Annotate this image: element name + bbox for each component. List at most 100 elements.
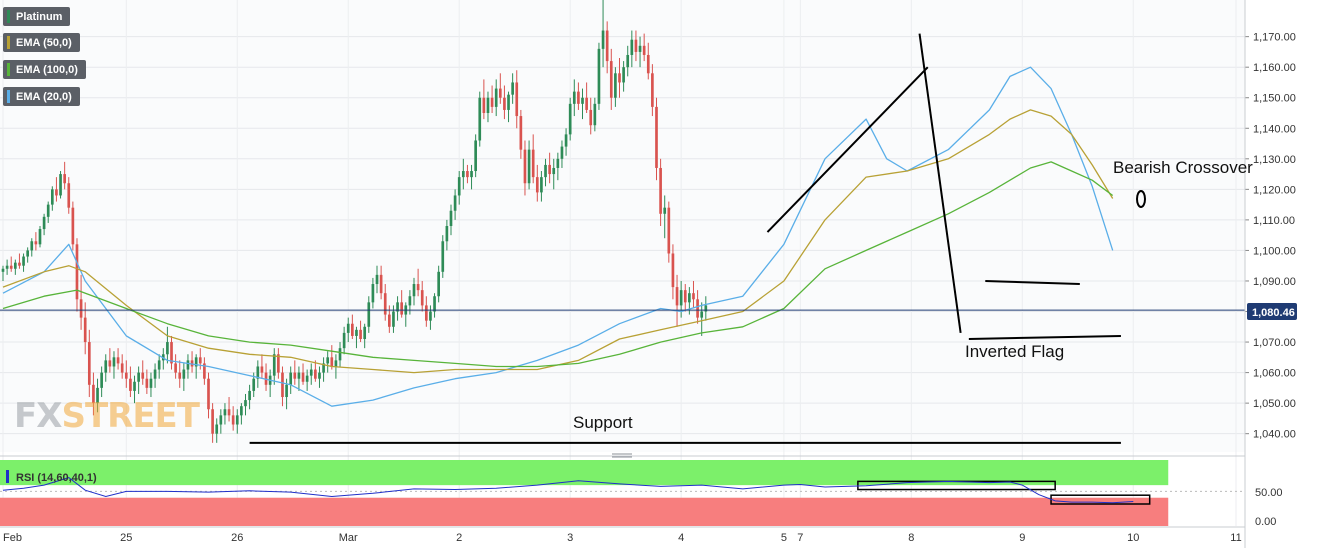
candle-body [527,149,531,184]
price-tick-label: 1,150.00 [1253,93,1296,105]
candle-body [174,363,177,373]
pattern-lines [249,33,1121,444]
candle-body [531,149,535,178]
candle-body [34,241,38,245]
candle-body [540,177,543,193]
legend-instrument[interactable]: Platinum [3,7,71,26]
price-axis: 1,040.001,050.001,060.001,070.001,080.00… [1244,0,1296,548]
candle-body [207,378,210,410]
rsi-tick-50: 50.00 [1255,487,1283,499]
price-tick-label: 1,070.00 [1253,337,1296,349]
watermark-fx: FX [14,396,62,436]
legend-ema100[interactable]: EMA (100,0) [3,60,86,79]
candle-body [548,164,551,175]
candle-body [79,299,83,318]
instrument-swatch [7,10,10,23]
candle-body [646,54,650,74]
candle-body [342,332,346,349]
candle-body [601,30,605,49]
flag-upper-line [985,279,1080,286]
candle-body [388,314,391,327]
candle-body [120,363,124,373]
support-label: Support [573,413,633,432]
legend-ema20[interactable]: EMA (20,0) [3,87,80,106]
watermark-street: STREET [61,396,200,436]
price-gridlines [0,36,1245,435]
candle-body [605,30,609,62]
candle-body [457,177,461,196]
candle-body [667,207,671,254]
candle-body [511,82,514,95]
candlestick-series [1,0,708,443]
candle-body [420,290,424,306]
rising-wedge-trendline [766,66,929,233]
rsi-bands [0,460,1245,526]
candle-body [87,342,91,385]
candle-body [219,415,223,425]
legend-ema50-label: EMA (50,0) [16,36,72,49]
time-tick-label: 11 [1230,532,1241,544]
candle-body [42,216,46,230]
legend-ema20-label: EMA (20,0) [16,90,72,103]
candle-body [507,94,510,110]
candle-body [375,274,379,285]
candle-body [22,256,25,266]
candle-body [301,372,305,382]
legend-instrument-label: Platinum [16,10,63,23]
candle-body [688,293,691,303]
legend-ema50[interactable]: EMA (50,0) [3,33,80,52]
pane-resize-handle[interactable] [612,453,632,458]
candle-body [256,366,260,379]
candle-body [429,311,432,321]
candle-body [198,357,202,364]
candle-body [642,45,646,55]
candle-body [137,372,140,382]
candle-body [383,293,387,315]
candle-body [50,189,54,205]
candle-body [309,369,313,376]
candle-body [572,91,576,104]
candle-body [26,250,29,257]
candle-body [5,265,9,269]
candle-body [638,45,642,52]
candle-body [494,88,498,107]
candle-body [322,363,325,373]
candle-body [285,384,288,398]
candle-body [141,372,145,379]
price-tick-label: 1,170.00 [1253,32,1296,44]
candle-body [92,384,95,404]
candle-body [55,189,58,196]
candle-body [223,409,227,416]
candle-body [675,287,679,306]
ema50-line [2,109,1114,374]
candle-body [490,97,494,107]
candle-body [704,305,708,312]
candle-body [400,302,404,315]
candle-body [696,299,699,318]
candle-body [523,149,527,184]
candle-body [655,106,658,168]
rsi-ticks: 50.00 0.00 [1255,487,1283,528]
candle-body [334,360,338,367]
candle-body [622,67,625,83]
candle-body [318,372,321,379]
candle-body [18,262,21,266]
ema20-line [2,66,1114,407]
candle-body [441,241,445,272]
rsi-series [2,477,1134,504]
candle-body [38,229,42,245]
candle-body [663,207,667,214]
candle-body [9,265,13,269]
rsi-legend-label: RSI (14,60,40,1) [16,472,97,484]
candle-body [560,146,564,159]
price-tick-label: 1,050.00 [1253,398,1296,410]
candle-body [194,357,198,367]
candle-body [593,103,597,126]
legend-ema100-label: EMA (100,0) [16,63,78,76]
candle-body [244,400,247,407]
candle-body [108,360,112,367]
candle-body [614,73,617,98]
time-tick-label: 7 [797,532,803,544]
time-tick-label: 3 [567,532,573,544]
current-price-tag: 1,080.46 [1247,303,1297,320]
